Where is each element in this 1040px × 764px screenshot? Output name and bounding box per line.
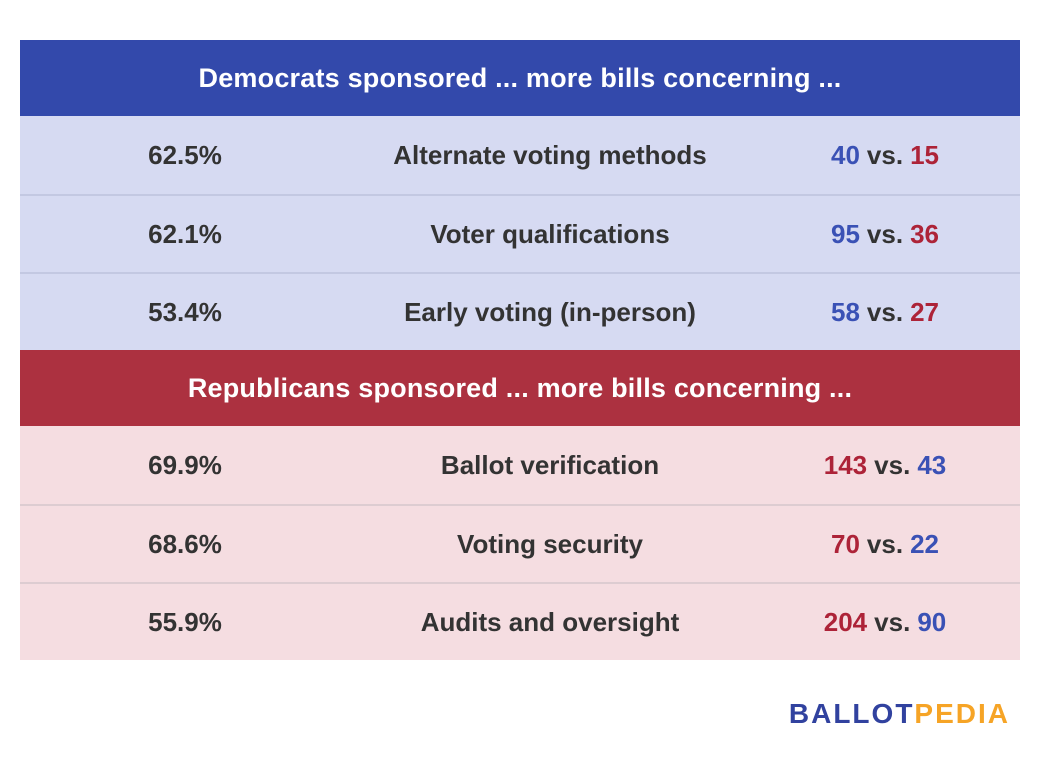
vs-label: vs. bbox=[874, 606, 911, 637]
topic-label: Early voting (in-person) bbox=[404, 296, 696, 327]
percent-value: 68.6% bbox=[148, 528, 222, 559]
democrats-section-header: Democrats sponsored ... more bills conce… bbox=[20, 40, 1020, 116]
vs-label: vs. bbox=[866, 218, 904, 249]
topic-label: Ballot verification bbox=[440, 449, 660, 480]
topic-label: Voting security bbox=[457, 528, 643, 559]
democrat-count: 95 bbox=[831, 218, 860, 249]
bill-counts: 95 vs. 36 bbox=[750, 219, 1020, 250]
democrat-count: 90 bbox=[917, 606, 947, 637]
democrat-count: 40 bbox=[831, 139, 860, 170]
percent-value: 53.4% bbox=[148, 296, 222, 327]
percent-value: 69.9% bbox=[148, 449, 222, 480]
table-row: 55.9% Audits and oversight 204 vs. 90 bbox=[20, 582, 1020, 660]
logo-text-ballot: BALLOT bbox=[788, 698, 915, 729]
topic-label: Voter qualifications bbox=[430, 218, 670, 249]
percent-value: 62.5% bbox=[148, 139, 222, 170]
table-row: 62.5% Alternate voting methods 40 vs. 15 bbox=[20, 116, 1020, 194]
vs-label: vs. bbox=[866, 528, 904, 559]
logo-text-pedia: PEDIA bbox=[914, 698, 1010, 729]
topic-label: Audits and oversight bbox=[420, 606, 680, 637]
table-row: 69.9% Ballot verification 143 vs. 43 bbox=[20, 426, 1020, 504]
vs-label: vs. bbox=[866, 296, 904, 327]
democrat-count: 58 bbox=[831, 296, 860, 327]
bill-counts: 143 vs. 43 bbox=[750, 450, 1020, 481]
republicans-section-header: Republicans sponsored ... more bills con… bbox=[20, 350, 1020, 426]
bill-counts: 58 vs. 27 bbox=[750, 297, 1020, 328]
bill-counts: 40 vs. 15 bbox=[750, 140, 1020, 171]
bills-comparison-table: Democrats sponsored ... more bills conce… bbox=[20, 40, 1020, 660]
vs-label: vs. bbox=[874, 449, 911, 480]
table-row: 62.1% Voter qualifications 95 vs. 36 bbox=[20, 194, 1020, 272]
percent-value: 55.9% bbox=[148, 606, 222, 637]
republican-count: 70 bbox=[831, 528, 860, 559]
republican-count: 36 bbox=[910, 218, 939, 249]
republican-count: 27 bbox=[910, 296, 939, 327]
democrats-section: Democrats sponsored ... more bills conce… bbox=[20, 40, 1020, 350]
democrat-count: 43 bbox=[917, 449, 947, 480]
bill-counts: 204 vs. 90 bbox=[750, 607, 1020, 638]
bill-counts: 70 vs. 22 bbox=[750, 529, 1020, 560]
republicans-section: Republicans sponsored ... more bills con… bbox=[20, 350, 1020, 660]
table-row: 68.6% Voting security 70 vs. 22 bbox=[20, 504, 1020, 582]
republican-count: 15 bbox=[910, 139, 939, 170]
table-row: 53.4% Early voting (in-person) 58 vs. 27 bbox=[20, 272, 1020, 350]
vs-label: vs. bbox=[866, 139, 904, 170]
republican-count: 204 bbox=[823, 606, 868, 637]
percent-value: 62.1% bbox=[148, 218, 222, 249]
democrat-count: 22 bbox=[910, 528, 939, 559]
ballotpedia-logo: BALLOTPEDIA bbox=[789, 698, 1010, 730]
republican-count: 143 bbox=[823, 449, 868, 480]
topic-label: Alternate voting methods bbox=[393, 139, 707, 170]
